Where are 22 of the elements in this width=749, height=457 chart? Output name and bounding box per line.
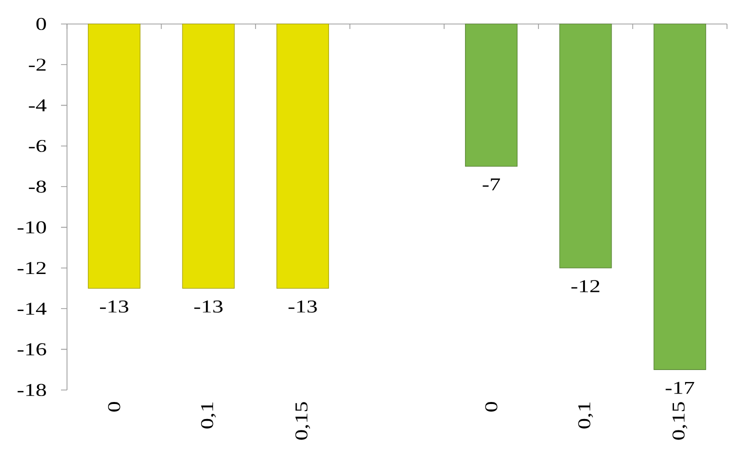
x-tick-label: 0,15 bbox=[672, 402, 688, 440]
data-label: -17 bbox=[666, 382, 694, 394]
x-tick-label: 0,1 bbox=[578, 402, 593, 428]
x-tick-label: 0,1 bbox=[201, 402, 216, 428]
y-tick-label: -6 bbox=[28, 140, 46, 152]
x-tick-label: 0,15 bbox=[295, 402, 310, 440]
y-tick-label: -12 bbox=[18, 262, 46, 274]
data-label: -13 bbox=[100, 300, 128, 313]
y-tick-label: -18 bbox=[18, 384, 46, 396]
y-tick-label: -8 bbox=[28, 180, 46, 193]
x-tick-label: 0 bbox=[485, 402, 498, 412]
data-label: -7 bbox=[482, 178, 500, 190]
y-tick-label: 0 bbox=[36, 18, 46, 30]
y-tick-label: -14 bbox=[18, 302, 46, 315]
y-tick-label: -2 bbox=[28, 58, 46, 71]
x-tick-label: 0 bbox=[108, 402, 120, 412]
data-label: -13 bbox=[194, 300, 223, 313]
y-tick-label: -16 bbox=[18, 343, 46, 356]
data-label: -12 bbox=[571, 280, 600, 292]
data-label: -13 bbox=[288, 300, 317, 313]
y-tick-label: -4 bbox=[28, 99, 46, 112]
y-tick-label: -10 bbox=[18, 221, 46, 234]
